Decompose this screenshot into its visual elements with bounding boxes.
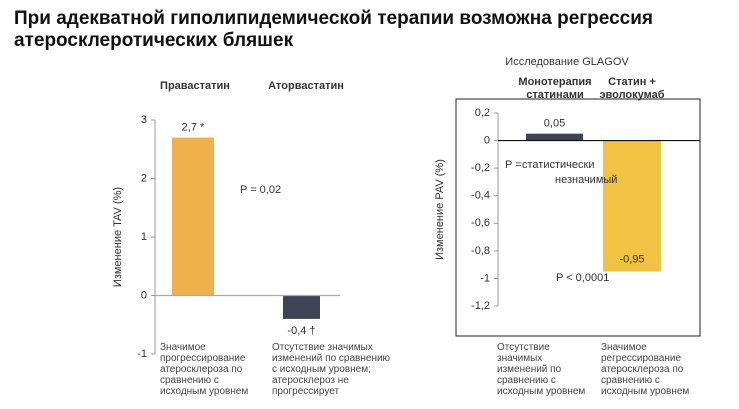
bar [603, 140, 661, 272]
annotation: P = [505, 159, 522, 171]
y-tick-label: -1,2 [471, 300, 490, 312]
value-label: 2,7 * [182, 121, 205, 133]
category-label: Атoрвастатин [268, 80, 344, 92]
bar [526, 133, 583, 141]
y-tick-label: 3 [141, 114, 147, 126]
category-label: Монотерапия статинами [518, 76, 592, 101]
y-tick-label: -0,4 [471, 190, 490, 202]
value-label: -0,4 † [287, 325, 315, 337]
chart-title: Исследование GLAGOV [505, 56, 629, 68]
y-tick-label: -0,8 [471, 245, 490, 257]
caption: Отсутствие значимых изменений по сравнен… [497, 342, 586, 397]
caption: Значимое прогрессирование атеросклероза … [160, 342, 249, 397]
annotation: P = 0,02 [240, 184, 281, 196]
slide-title: При адекватной гиполипидемической терапи… [14, 8, 654, 51]
chart-frame [455, 98, 701, 337]
y-tick-label: 0,2 [475, 107, 490, 119]
caption: Значимое регрессирование атеросклероза п… [601, 342, 690, 397]
annotation: P < 0,0001 [556, 272, 609, 284]
y-axis-label: Изменение TAV (%) [112, 187, 124, 287]
y-tick-label: 1 [141, 231, 147, 243]
y-tick-label: -1 [480, 272, 490, 284]
y-axis-label: Изменение PAV (%) [434, 159, 446, 260]
y-tick-label: -0,6 [471, 217, 490, 229]
y-tick-label: 2 [141, 172, 147, 184]
value-label: 0,05 [544, 118, 565, 130]
value-label: -0,95 [619, 253, 644, 265]
annotation: статистически [522, 159, 594, 171]
y-tick-label: 0 [484, 134, 490, 146]
caption: Отсутствие значимых изменений по сравнен… [272, 342, 391, 397]
category-label: Правастатин [160, 80, 230, 92]
y-tick-label: -1 [137, 348, 147, 360]
y-tick-label: -0,2 [471, 162, 490, 174]
category-label: Статин + эволокумаб [599, 76, 665, 101]
annotation: незначимый [555, 174, 617, 186]
bar [283, 295, 320, 319]
bar [172, 137, 214, 296]
y-tick-label: 0 [141, 289, 147, 301]
